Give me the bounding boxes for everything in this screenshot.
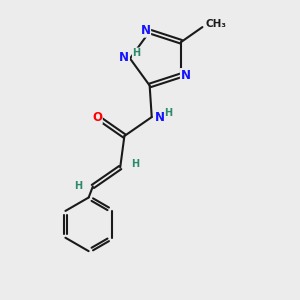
Text: N: N	[181, 69, 190, 82]
Text: CH₃: CH₃	[206, 19, 226, 29]
Text: O: O	[92, 111, 102, 124]
Text: N: N	[155, 111, 165, 124]
Text: N: N	[140, 24, 150, 37]
Text: H: H	[132, 48, 140, 58]
Text: N: N	[119, 51, 129, 64]
Text: H: H	[164, 108, 172, 118]
Text: H: H	[74, 182, 82, 191]
Text: H: H	[131, 159, 139, 170]
